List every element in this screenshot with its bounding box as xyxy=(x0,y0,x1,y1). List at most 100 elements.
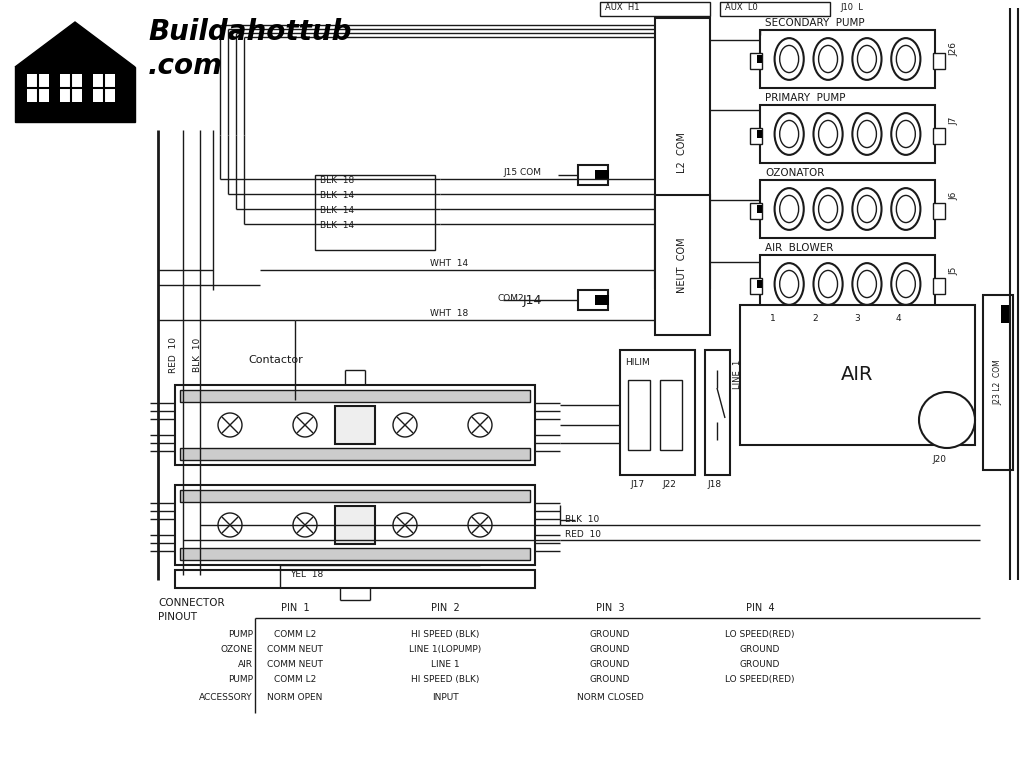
Bar xyxy=(750,53,762,69)
Circle shape xyxy=(218,413,242,437)
Ellipse shape xyxy=(857,121,877,147)
Ellipse shape xyxy=(852,113,882,155)
Text: 2: 2 xyxy=(812,314,817,323)
Text: ACCESSORY: ACCESSORY xyxy=(200,693,253,702)
Text: LINE 1: LINE 1 xyxy=(431,660,460,669)
Text: PIN  3: PIN 3 xyxy=(596,603,625,613)
Text: CONNECTOR: CONNECTOR xyxy=(158,598,224,608)
Text: LO SPEED(RED): LO SPEED(RED) xyxy=(725,630,795,639)
Bar xyxy=(740,305,975,445)
Text: AIR: AIR xyxy=(841,366,873,385)
Bar xyxy=(180,548,530,560)
Text: COMM NEUT: COMM NEUT xyxy=(267,660,323,669)
Ellipse shape xyxy=(857,45,877,72)
Text: J15 COM: J15 COM xyxy=(503,168,541,177)
Text: J7: J7 xyxy=(949,117,958,125)
Bar xyxy=(933,204,945,220)
Ellipse shape xyxy=(774,263,804,305)
Bar xyxy=(175,570,535,588)
Text: WHT  18: WHT 18 xyxy=(430,309,468,318)
Text: GROUND: GROUND xyxy=(590,630,630,639)
Bar xyxy=(175,485,535,565)
Circle shape xyxy=(393,513,417,537)
Ellipse shape xyxy=(896,270,915,297)
Text: Buildahottub: Buildahottub xyxy=(148,18,351,46)
Bar xyxy=(933,128,945,144)
Text: BLK  18: BLK 18 xyxy=(319,176,354,185)
Circle shape xyxy=(468,513,492,537)
Bar xyxy=(27,74,49,102)
Circle shape xyxy=(218,513,242,537)
Bar xyxy=(180,448,530,460)
Text: J10  L: J10 L xyxy=(840,3,863,12)
Text: J26: J26 xyxy=(949,42,958,56)
Ellipse shape xyxy=(818,45,838,72)
Ellipse shape xyxy=(891,113,921,155)
Text: COMM L2: COMM L2 xyxy=(273,630,316,639)
Bar xyxy=(1001,305,1011,323)
Bar xyxy=(175,385,535,465)
Ellipse shape xyxy=(774,38,804,80)
Bar xyxy=(750,278,762,294)
Bar xyxy=(600,2,710,16)
Text: BLK  14: BLK 14 xyxy=(319,191,354,200)
Text: COM2: COM2 xyxy=(498,294,524,303)
Text: PUMP: PUMP xyxy=(228,630,253,639)
Text: PUMP: PUMP xyxy=(228,675,253,684)
Text: Contactor: Contactor xyxy=(248,355,303,365)
Ellipse shape xyxy=(896,195,915,223)
Ellipse shape xyxy=(774,188,804,230)
Text: AIR: AIR xyxy=(238,660,253,669)
Ellipse shape xyxy=(774,113,804,155)
Text: SECONDARY  PUMP: SECONDARY PUMP xyxy=(765,18,864,28)
Text: COMM NEUT: COMM NEUT xyxy=(267,645,323,654)
Bar xyxy=(933,53,945,69)
Bar xyxy=(180,490,530,502)
Bar xyxy=(705,350,730,475)
Bar xyxy=(60,74,82,102)
Bar xyxy=(757,280,762,288)
Bar xyxy=(628,380,650,450)
Text: L2  COM: L2 COM xyxy=(677,133,687,174)
Text: HILIM: HILIM xyxy=(625,358,650,367)
Bar xyxy=(660,380,682,450)
Ellipse shape xyxy=(852,188,882,230)
Bar xyxy=(180,390,530,402)
Text: NORM OPEN: NORM OPEN xyxy=(267,693,323,702)
Text: PRIMARY  PUMP: PRIMARY PUMP xyxy=(765,93,846,103)
Text: BLK  14: BLK 14 xyxy=(319,206,354,215)
Text: GROUND: GROUND xyxy=(590,675,630,684)
Text: HI SPEED (BLK): HI SPEED (BLK) xyxy=(411,675,479,684)
Bar xyxy=(315,175,435,250)
Bar xyxy=(578,165,608,185)
Text: LINE  1: LINE 1 xyxy=(733,360,742,389)
Bar xyxy=(335,506,375,544)
Ellipse shape xyxy=(852,38,882,80)
Bar xyxy=(578,290,608,310)
Bar xyxy=(750,204,762,220)
Text: J5: J5 xyxy=(949,267,958,276)
Text: J14: J14 xyxy=(523,294,543,307)
Text: INPUT: INPUT xyxy=(432,693,459,702)
Text: RED  10: RED 10 xyxy=(565,530,601,539)
Bar xyxy=(757,205,762,213)
Text: NORM CLOSED: NORM CLOSED xyxy=(577,693,643,702)
Text: GROUND: GROUND xyxy=(590,660,630,669)
Text: BLK  10: BLK 10 xyxy=(565,515,599,524)
Bar xyxy=(750,128,762,144)
Bar xyxy=(760,180,935,238)
Text: J18: J18 xyxy=(707,480,721,489)
Text: OZONATOR: OZONATOR xyxy=(765,168,824,178)
Text: .com: .com xyxy=(148,52,223,80)
Ellipse shape xyxy=(818,195,838,223)
Text: BLK  14: BLK 14 xyxy=(319,221,354,230)
Bar xyxy=(757,130,762,138)
Ellipse shape xyxy=(813,263,843,305)
Circle shape xyxy=(919,392,975,448)
Ellipse shape xyxy=(896,121,915,147)
Bar xyxy=(760,30,935,88)
Circle shape xyxy=(393,413,417,437)
Circle shape xyxy=(468,413,492,437)
Text: WHT  14: WHT 14 xyxy=(430,259,468,268)
Bar xyxy=(757,55,762,63)
